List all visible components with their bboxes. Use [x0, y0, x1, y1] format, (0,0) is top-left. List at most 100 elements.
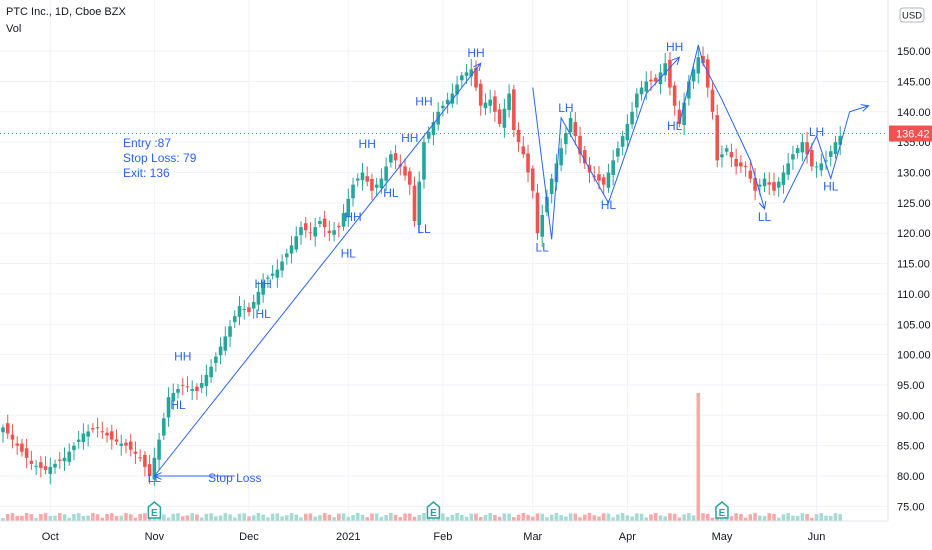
- volume-indicator-label[interactable]: Vol: [6, 23, 22, 35]
- candle-body: [649, 79, 653, 82]
- candle-body: [176, 388, 180, 393]
- candle-body: [100, 431, 105, 433]
- candle-body: [426, 132, 431, 139]
- volume-bar: [795, 516, 800, 521]
- volume-bar: [672, 513, 677, 521]
- volume-bar: [776, 517, 781, 521]
- candle-body: [512, 89, 516, 131]
- volume-bar: [162, 514, 166, 521]
- volume-bar: [743, 517, 748, 521]
- trend-line: [678, 44, 766, 210]
- candle-body: [724, 148, 729, 152]
- candle-body: [838, 136, 843, 145]
- swing-label: HL: [255, 307, 271, 321]
- volume-bar: [91, 513, 95, 521]
- volume-bar: [266, 517, 270, 521]
- volume-bar: [838, 514, 843, 521]
- price-tick-label: 75.00: [897, 501, 925, 513]
- candle-body: [497, 109, 502, 124]
- price-tick-label: 85.00: [897, 441, 925, 453]
- candle-body: [91, 428, 95, 430]
- volume-bar: [24, 513, 29, 521]
- candle-body: [691, 69, 696, 82]
- candle-body: [639, 87, 644, 95]
- volume-bar: [247, 516, 251, 521]
- volume-bar: [753, 513, 757, 521]
- candle-body: [95, 427, 100, 429]
- candle-body: [389, 154, 393, 163]
- volume-bar: [270, 513, 275, 521]
- volume-bar: [337, 513, 341, 521]
- candle-body: [606, 172, 611, 188]
- candle-body: [739, 162, 743, 167]
- candle-body: [682, 102, 686, 125]
- volume-bar: [464, 516, 469, 521]
- candle-body: [351, 184, 355, 199]
- candle-body: [124, 442, 128, 446]
- volume-bar: [214, 516, 218, 521]
- candle-body: [242, 309, 247, 311]
- volume-bar: [327, 514, 332, 521]
- earnings-icon: [426, 501, 441, 519]
- candle-body: [105, 432, 109, 436]
- candle-body: [502, 108, 507, 128]
- candle-body: [327, 230, 332, 234]
- volume-bar: [483, 514, 488, 521]
- volume-bar: [772, 513, 776, 521]
- volume-bar: [677, 517, 682, 521]
- swing-label: LL: [758, 210, 772, 224]
- volume-bar: [502, 513, 507, 521]
- candle-body: [469, 69, 474, 77]
- candle-body: [625, 123, 630, 141]
- volume-bar: [431, 516, 436, 521]
- volume-bar: [691, 515, 696, 521]
- time-tick-label: Nov: [145, 531, 165, 543]
- volume-bar: [549, 514, 554, 521]
- price-tick-label: 105.00: [897, 319, 931, 331]
- candle-body: [34, 465, 38, 467]
- candle-body: [734, 158, 738, 167]
- volume-bar: [313, 516, 317, 521]
- volume-bar: [554, 513, 559, 521]
- candle-body: [299, 227, 303, 236]
- volume-bar: [114, 516, 119, 521]
- swing-label: LH: [809, 125, 824, 139]
- candle-body: [384, 166, 388, 181]
- volume-bar: [819, 513, 824, 521]
- volume-bar: [616, 514, 620, 521]
- candle-body: [781, 172, 786, 185]
- swing-label: HL: [667, 119, 683, 133]
- volume-bar: [379, 516, 384, 521]
- candle-body: [228, 326, 232, 337]
- volume-bar: [512, 517, 516, 521]
- candle-body: [758, 184, 762, 187]
- currency-label: USD: [902, 11, 922, 22]
- symbol-title[interactable]: PTC Inc., 1D, Cboe BZX: [6, 6, 126, 18]
- candle-body: [597, 174, 601, 181]
- candle-body: [147, 464, 152, 476]
- candle-body: [360, 172, 365, 181]
- price-axis-panel: [888, 0, 932, 550]
- time-tick-label: Mar: [523, 531, 542, 543]
- last-price-label: 136.42: [896, 129, 930, 141]
- volume-bar: [488, 513, 492, 521]
- volume-bar: [810, 517, 814, 521]
- volume-bar: [663, 516, 667, 521]
- candle-body: [573, 122, 578, 137]
- volume-bar: [190, 513, 194, 521]
- volume-bar: [346, 516, 351, 521]
- candle-body: [828, 151, 833, 157]
- candle-body: [422, 142, 426, 180]
- candle-body: [417, 181, 422, 226]
- candle-body: [1, 427, 5, 433]
- candle-body: [232, 316, 237, 323]
- volume-bar: [635, 513, 639, 521]
- volume-bar: [710, 517, 715, 521]
- volume-bar: [393, 514, 398, 521]
- earnings-icon: [147, 501, 162, 519]
- candle-body: [251, 301, 256, 309]
- volume-bar: [530, 516, 535, 521]
- volume-bar: [355, 513, 360, 521]
- earnings-icon-letter: E: [719, 508, 726, 519]
